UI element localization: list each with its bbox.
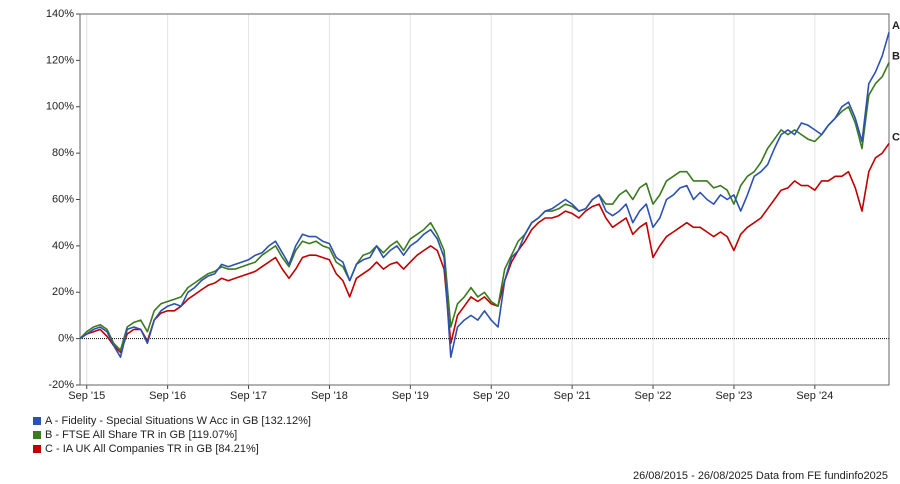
y-tick-label: 120% — [46, 54, 74, 66]
series-line — [79, 142, 890, 354]
plot-frame — [79, 13, 890, 386]
end-label: A — [892, 20, 900, 32]
x-tick-label: Sep '21 — [554, 390, 591, 402]
end-label: B — [892, 50, 900, 62]
y-tick-label: 0% — [58, 333, 74, 345]
legend-swatch — [33, 431, 41, 439]
y-tick-label: 60% — [52, 193, 74, 205]
x-tick-label: Sep '24 — [796, 390, 833, 402]
y-tick-label: 20% — [52, 286, 74, 298]
x-tick-label: Sep '16 — [149, 390, 186, 402]
x-tick-label: Sep '20 — [473, 390, 510, 402]
legend-label: A - Fidelity - Special Situations W Acc … — [45, 415, 311, 427]
series-line — [79, 62, 890, 351]
x-tick-label: Sep '15 — [68, 390, 105, 402]
y-tick-label: -20% — [48, 379, 74, 391]
x-tick-label: Sep '23 — [715, 390, 752, 402]
footer: 26/08/2015 - 26/08/2025 Data from FE fun… — [633, 470, 888, 482]
x-tick-label: Sep '19 — [392, 390, 429, 402]
x-tick-label: Sep '22 — [635, 390, 672, 402]
x-tick-label: Sep '17 — [230, 390, 267, 402]
end-label: C — [892, 131, 900, 143]
y-tick-label: 140% — [46, 8, 74, 20]
legend-swatch — [33, 417, 41, 425]
legend-swatch — [33, 445, 41, 453]
y-tick-label: 100% — [46, 101, 74, 113]
x-tick-label: Sep '18 — [311, 390, 348, 402]
y-tick-label: 80% — [52, 147, 74, 159]
legend-label: C - IA UK All Companies TR in GB [84.21%… — [45, 443, 259, 455]
series-line — [79, 32, 890, 358]
y-tick-label: 40% — [52, 240, 74, 252]
legend-label: B - FTSE All Share TR in GB [119.07%] — [45, 429, 237, 441]
